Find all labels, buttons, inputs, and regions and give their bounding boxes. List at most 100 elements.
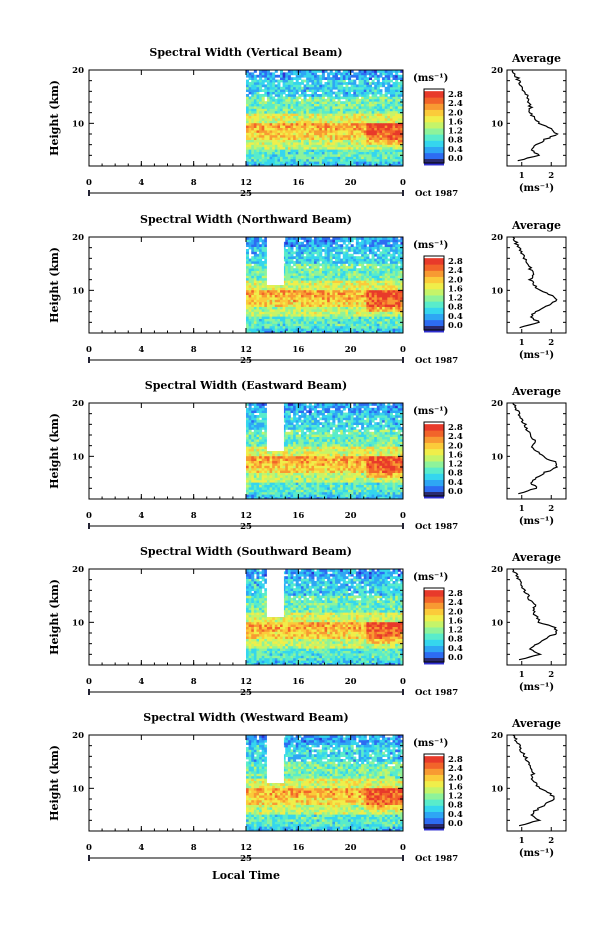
colorbar-tick-label: 0.8 [448,303,463,313]
heatmap-cell [269,94,273,97]
heatmap-cell [280,163,284,167]
heatmap-cell [342,134,346,138]
heatmap-cell [384,306,388,310]
heatmap-cell [374,244,378,247]
heatmap-cell [295,101,299,104]
heatmap-cell [264,77,268,80]
heatmap-cell [345,144,349,148]
heatmap-cell [355,496,359,500]
heatmap-cell [329,249,333,252]
heatmap-cell [368,287,372,291]
heatmap-cell [295,258,299,262]
heatmap-cell [272,122,276,126]
heatmap-cell [368,110,372,114]
heatmap-cell [319,496,323,500]
heatmap-cell [361,270,365,274]
heatmap-cell [321,256,325,259]
heatmap-cell [246,130,250,133]
heatmap-cell [337,249,341,252]
heatmap-cell [287,89,291,92]
heatmap-cell [246,275,250,279]
heatmap-cell [355,110,359,114]
heatmap-cell [287,318,291,322]
heatmap-cell [374,110,378,114]
heatmap-cell [261,301,265,305]
heatmap-cell [303,115,307,119]
heatmap-cell [261,246,265,250]
heatmap-cell [324,268,328,271]
heatmap-cell [353,163,357,167]
heatmap-cell [282,96,286,100]
heatmap-cell [337,256,341,259]
heatmap-cell [274,79,278,83]
heatmap-cell [264,311,268,315]
heatmap-cell [259,287,263,291]
heatmap-cell [282,496,286,500]
heatmap-cell [269,132,273,136]
heatmap-cell [272,98,276,102]
heatmap-cell [327,253,331,257]
heatmap-cell [321,323,325,327]
heatmap-cell [355,494,359,497]
heatmap-cell [298,263,302,267]
heatmap-cell [259,239,263,243]
heatmap-cell [342,144,346,148]
heatmap-cell [308,79,312,83]
heatmap-cell [397,108,401,112]
heatmap-cell [324,249,328,252]
heatmap-cell [376,91,380,95]
heatmap-cell [316,125,320,128]
heatmap-cell [345,301,349,305]
heatmap-cell [350,249,354,252]
heatmap-cell [280,125,284,128]
heatmap-cell [382,246,386,250]
heatmap-cell [384,496,388,500]
heatmap-cell [397,321,401,324]
heatmap-cell [272,127,276,131]
heatmap-cell [371,125,375,128]
heatmap-cell [266,287,270,291]
heatmap-cell [400,316,404,319]
heatmap-cell [379,297,383,300]
heatmap-cell [261,115,265,119]
heatmap-cell [353,120,357,124]
heatmap-cell [334,244,338,247]
heatmap-cell [321,287,325,291]
heatmap-cell [264,244,268,247]
heatmap-cell [269,154,273,157]
heatmap-cell [334,268,338,271]
heatmap-cell [334,294,338,298]
heatmap-cell [384,246,388,250]
heatmap-cell [348,149,352,152]
heatmap-cell [389,103,393,107]
heatmap-cell [334,253,338,257]
heatmap-cell [303,142,307,145]
heatmap-cell [363,294,367,298]
heatmap-cell [355,127,359,131]
heatmap-cell [290,237,294,240]
heatmap-cell [287,142,291,145]
heatmap-cell [376,113,380,116]
heatmap-cell [348,113,352,116]
heatmap-cell [350,130,354,133]
heatmap-cell [384,115,388,119]
heatmap-cell [324,118,328,121]
heatmap-cell [282,154,286,157]
heatmap-cell [345,108,349,112]
heatmap-cell [361,316,365,319]
heatmap-cell [256,154,260,157]
heatmap-cell [363,70,367,73]
heatmap-cell [319,306,323,310]
heatmap-cell [253,285,257,288]
heatmap-cell [345,275,349,279]
heatmap-cell [316,101,320,104]
profile-y-tick-label: 20 [491,233,503,243]
heatmap-cell [256,163,260,167]
heatmap-cell [293,82,297,85]
heatmap-cell [251,294,255,298]
heatmap-cell [290,246,294,250]
heatmap-cell [277,127,281,131]
heatmap-cell [280,309,284,312]
heatmap-cell [316,163,320,167]
heatmap-cell [358,249,362,252]
